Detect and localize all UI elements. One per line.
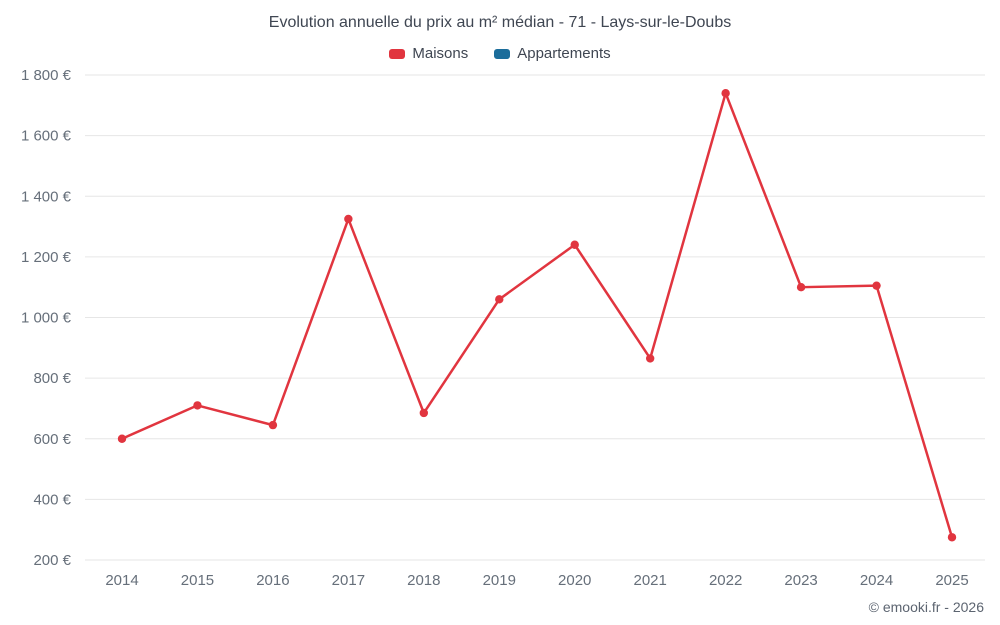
y-axis-tick-label: 600 €	[33, 431, 71, 448]
data-point-maisons-2022[interactable]	[721, 88, 730, 98]
x-axis-tick-label: 2023	[784, 572, 817, 589]
x-axis-tick-label: 2018	[407, 572, 440, 589]
data-point-maisons-2017[interactable]	[344, 214, 353, 224]
chart-legend: Maisons Appartements	[0, 45, 1000, 62]
x-axis-tick-label: 2017	[332, 572, 365, 589]
x-axis-tick-label: 2022	[709, 572, 742, 589]
y-axis-tick-label: 1 400 €	[21, 188, 72, 205]
legend-item-appartements[interactable]: Appartements	[494, 45, 611, 62]
data-point-maisons-2020[interactable]	[570, 240, 579, 249]
y-axis-tick-label: 800 €	[33, 370, 71, 387]
data-point-maisons-2019[interactable]	[495, 295, 504, 304]
series-line-maisons	[120, 91, 954, 539]
y-axis-tick-label: 200 €	[33, 552, 71, 569]
legend-label-maisons: Maisons	[412, 45, 469, 62]
y-axis-tick-label: 1 600 €	[21, 128, 72, 145]
copyright-text: © emooki.fr - 2026	[868, 599, 984, 615]
data-point-maisons-2023[interactable]	[796, 282, 806, 292]
x-axis-tick-label: 2025	[935, 572, 968, 589]
x-axis-tick-label: 2016	[256, 572, 289, 589]
x-axis-tick-label: 2021	[633, 572, 666, 589]
data-point-maisons-2018[interactable]	[419, 408, 429, 418]
legend-label-appartements: Appartements	[517, 45, 611, 62]
data-point-maisons-2015[interactable]	[193, 401, 202, 410]
y-axis-tick-label: 1 200 €	[21, 249, 72, 266]
x-axis-tick-label: 2019	[483, 572, 516, 589]
y-axis-tick-label: 400 €	[33, 491, 71, 508]
legend-swatch-appartements	[494, 48, 511, 59]
chart-title: Evolution annuelle du prix au m² médian …	[268, 14, 732, 31]
data-point-maisons-2024[interactable]	[872, 281, 881, 290]
y-axis-tick-label: 1 000 €	[21, 310, 72, 327]
data-point-maisons-2025[interactable]	[947, 533, 957, 542]
x-axis-tick-label: 2020	[558, 572, 591, 589]
legend-item-maisons[interactable]: Maisons	[389, 45, 468, 62]
data-point-maisons-2021[interactable]	[645, 354, 655, 363]
x-axis-tick-label: 2024	[860, 572, 893, 589]
y-axis-tick-label: 1 800 €	[21, 67, 72, 84]
data-point-maisons-2014[interactable]	[117, 434, 127, 443]
data-point-maisons-2016[interactable]	[268, 420, 278, 430]
x-axis-tick-label: 2014	[105, 572, 138, 589]
legend-swatch-maisons	[389, 48, 406, 59]
x-axis-tick-label: 2015	[181, 572, 214, 589]
